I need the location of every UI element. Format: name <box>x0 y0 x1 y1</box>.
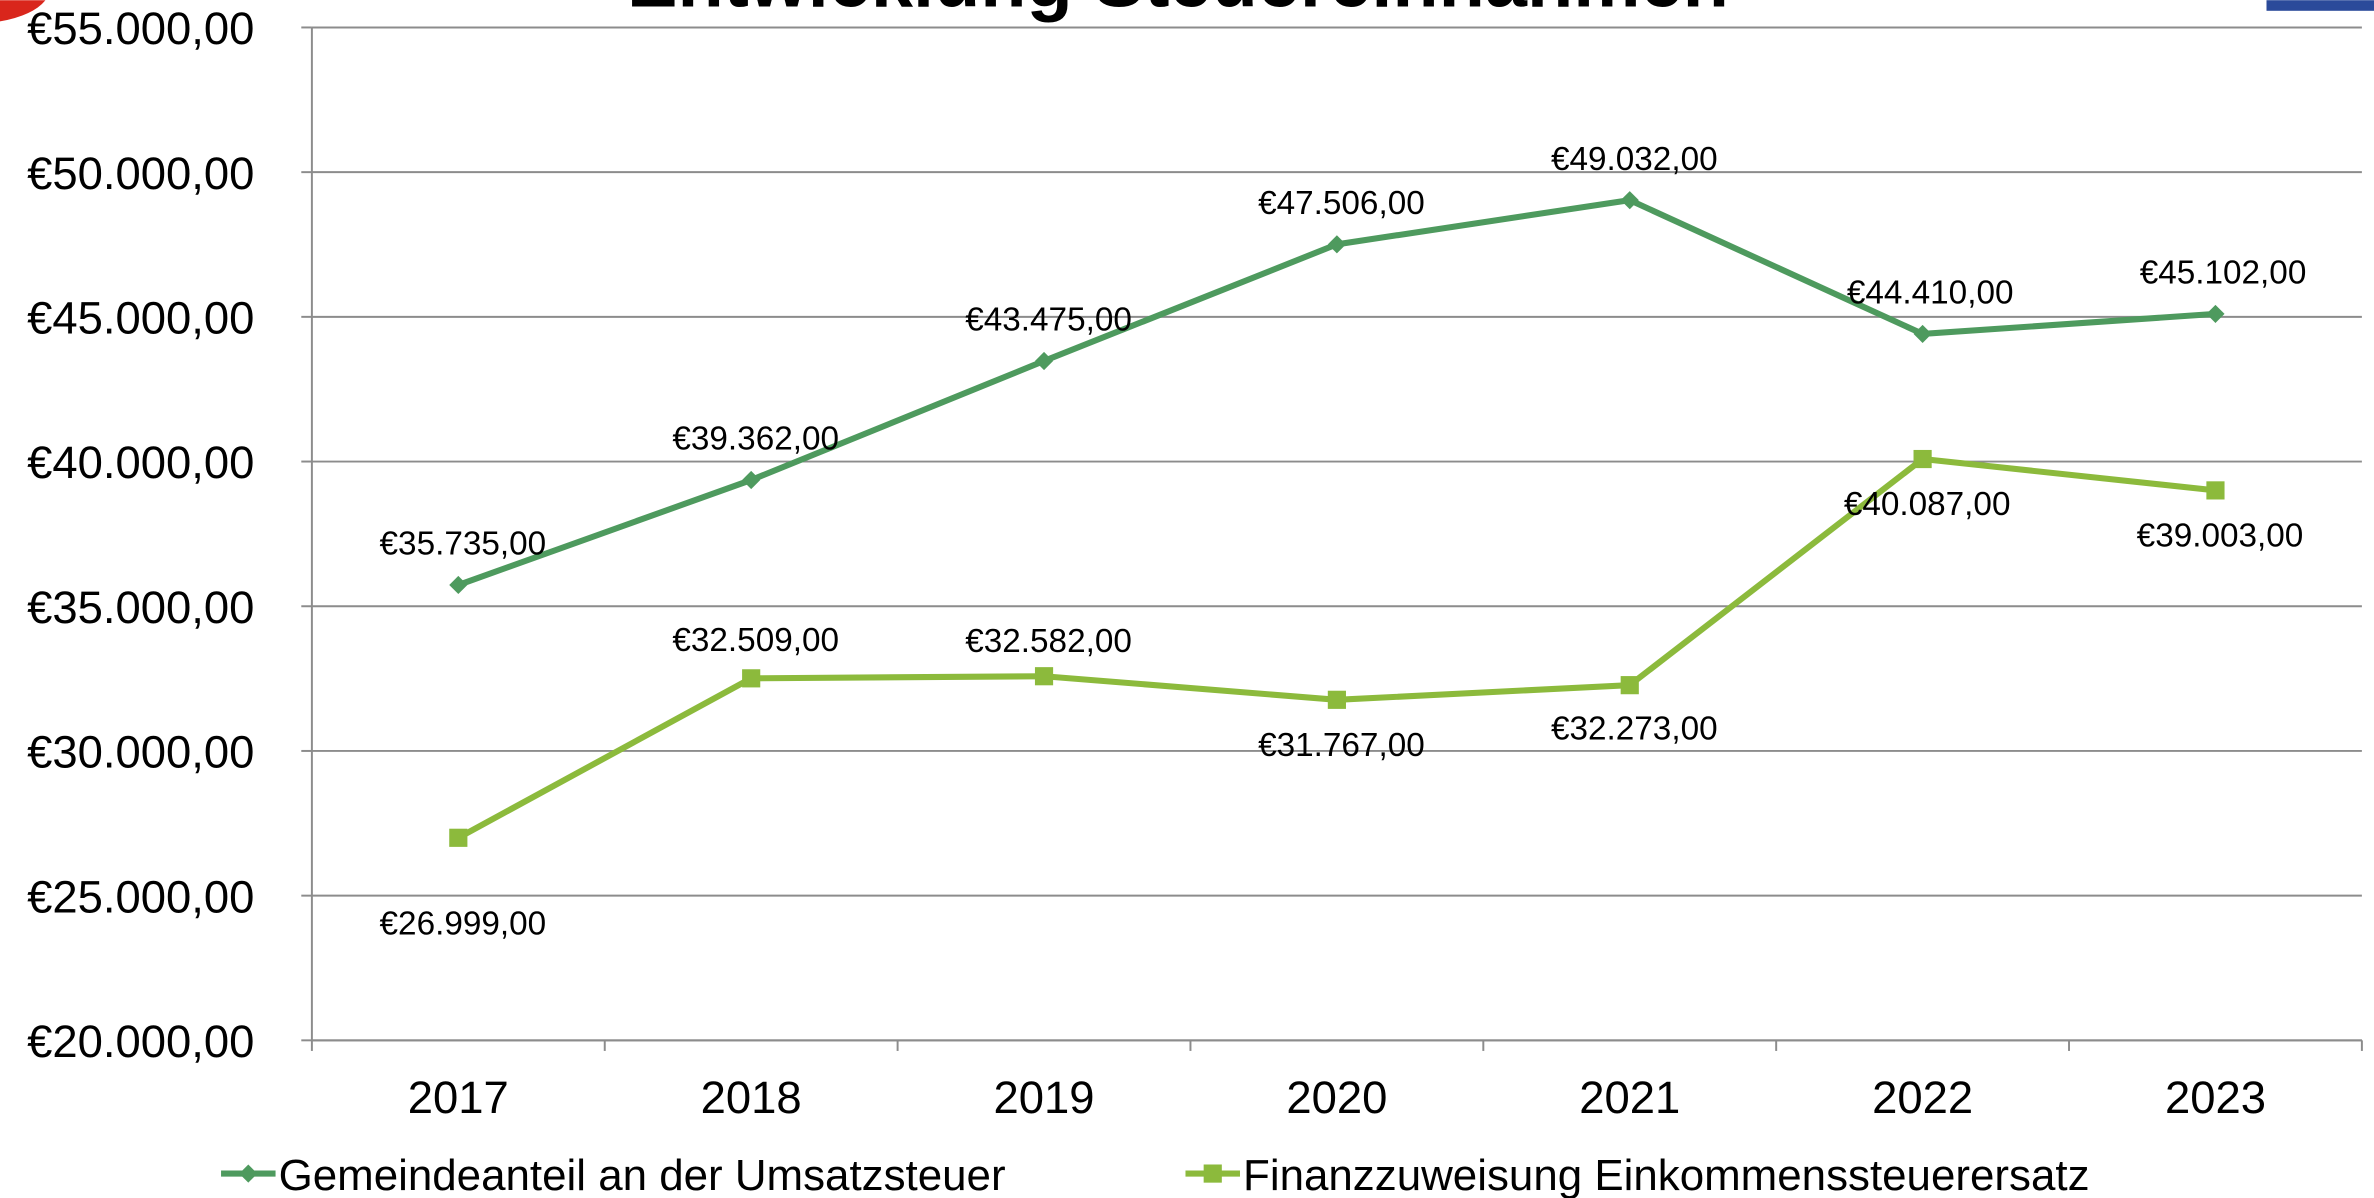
x-tick-label: 2022 <box>1872 1072 1973 1123</box>
marker <box>742 669 761 688</box>
y-tick-label: €55.000,00 <box>27 3 254 54</box>
marker <box>1913 449 1932 469</box>
data-label: €44.410,00 <box>1847 275 2014 312</box>
marker <box>1620 191 1639 210</box>
data-label: €39.362,00 <box>672 421 839 458</box>
marker <box>449 828 468 847</box>
data-label: €32.273,00 <box>1551 711 1718 748</box>
data-label: €31.767,00 <box>1258 727 1425 764</box>
x-tick-label: 2023 <box>2165 1072 2266 1123</box>
data-label: €32.509,00 <box>672 622 839 659</box>
data-label: €40.087,00 <box>1844 486 2011 523</box>
data-label: €32.582,00 <box>965 623 1132 660</box>
x-tick-label: 2020 <box>1286 1072 1387 1123</box>
data-label: €39.003,00 <box>2137 517 2304 554</box>
y-tick-label: €25.000,00 <box>27 871 254 922</box>
x-tick-label: 2019 <box>994 1072 1095 1123</box>
data-label: €35.735,00 <box>380 526 547 563</box>
y-tick-label: €50.000,00 <box>27 148 254 199</box>
marker <box>2206 481 2225 500</box>
chart-title: Entwicklung Steuereinnahmen <box>627 0 1729 23</box>
data-label: €43.475,00 <box>965 302 1132 339</box>
y-tick-label: €30.000,00 <box>27 727 254 778</box>
marker <box>1034 667 1054 686</box>
marker <box>1034 351 1054 371</box>
x-tick-label: 2018 <box>701 1072 802 1123</box>
x-tick-label: 2017 <box>408 1072 509 1123</box>
marker <box>742 470 761 490</box>
y-tick-label: €45.000,00 <box>27 293 254 344</box>
y-tick-label: €40.000,00 <box>27 437 254 488</box>
legend-label: Finanzzuweisung Einkommenssteuerersatz <box>1243 1151 2090 1198</box>
y-tick-label: €20.000,00 <box>27 1016 254 1067</box>
marker <box>449 575 468 595</box>
marker <box>1327 235 1346 254</box>
logo-fragment <box>0 0 46 22</box>
data-label: €26.999,00 <box>380 906 547 943</box>
y-tick-label: €35.000,00 <box>27 582 254 633</box>
data-label: €49.032,00 <box>1551 141 1718 178</box>
marker <box>2206 304 2225 323</box>
line <box>457 197 2216 588</box>
marker <box>1327 690 1346 709</box>
marker <box>1203 1164 1222 1183</box>
marker <box>1913 324 1932 344</box>
x-tick-label: 2021 <box>1579 1072 1680 1123</box>
data-label: €45.102,00 <box>2140 255 2307 292</box>
marker <box>239 1164 258 1183</box>
marker <box>1620 676 1639 695</box>
data-label: €47.506,00 <box>1258 185 1425 222</box>
logo-fragment <box>2266 0 2374 11</box>
legend-label: Gemeindeanteil an der Umsatzsteuer <box>279 1151 1006 1198</box>
